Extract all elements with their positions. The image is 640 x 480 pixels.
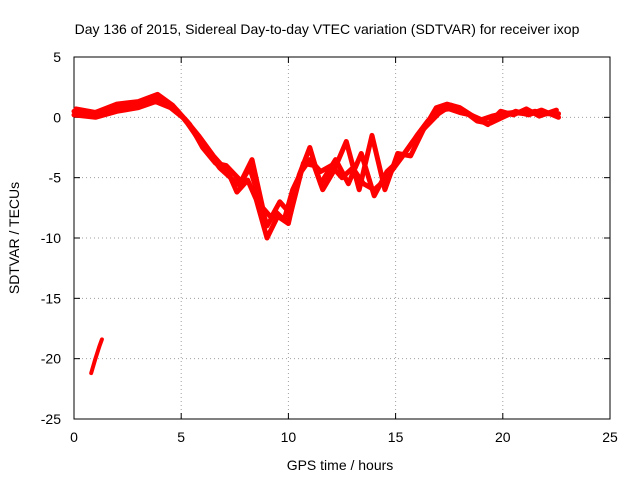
x-tick-label: 10 <box>281 429 297 445</box>
y-tick-label: 0 <box>53 109 61 125</box>
series-line-outlier <box>89 337 104 376</box>
x-tick-label: 25 <box>602 429 618 445</box>
x-tick-labels: 0 5 10 15 20 25 <box>70 429 618 445</box>
plot-frame <box>73 56 611 420</box>
y-tick-labels: -25 -20 -15 -10 -5 0 5 <box>41 49 61 427</box>
y-axis-label: SDTVAR / TECUs <box>6 182 22 294</box>
y-tick-label: -20 <box>41 351 61 367</box>
y-tick-label: 5 <box>53 49 61 65</box>
x-axis-label: GPS time / hours <box>287 457 394 473</box>
y-tick-label: -25 <box>41 411 61 427</box>
series-line-variant-b <box>73 91 559 220</box>
x-tick-label: 5 <box>177 429 185 445</box>
chart-title: Day 136 of 2015, Sidereal Day-to-day VTE… <box>75 21 580 37</box>
x-tick-label: 0 <box>70 429 78 445</box>
data-series <box>71 91 561 376</box>
y-tick-label: -10 <box>41 230 61 246</box>
x-tick-label: 20 <box>495 429 511 445</box>
x-tick-label: 15 <box>388 429 404 445</box>
y-tick-label: -15 <box>41 290 61 306</box>
y-tick-label: -5 <box>49 170 62 186</box>
